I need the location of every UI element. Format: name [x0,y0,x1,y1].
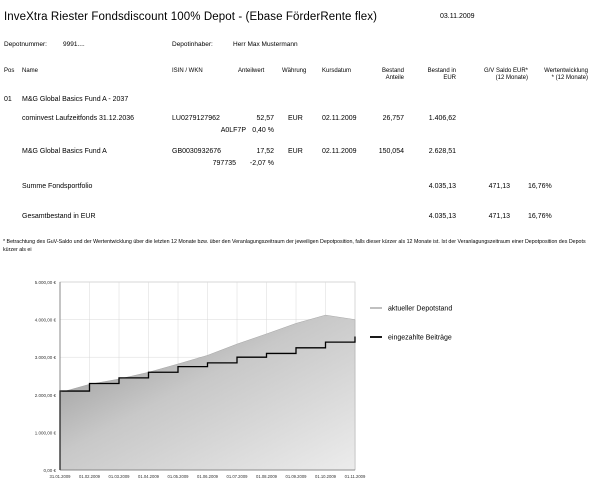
y-tick-label: 3.000,00 € [35,355,57,360]
fund-currency: EUR [288,115,303,122]
col-header-name: Name [22,68,39,74]
depot-number-label: Depotnummer: [4,41,47,48]
sum-value: 4.035,13 [428,183,456,190]
fund-currency: EUR [288,148,303,155]
col-header-value: Bestand in EUR [427,68,456,81]
fund-name: cominvest Laufzeitfonds 31.12.2036 [22,115,135,122]
x-tick-label: 01.09.2009 [286,474,308,479]
total-label: Gesamtbestand in EUR [22,213,96,220]
y-tick-label: 0,00 € [43,468,56,473]
document-title: InveXtra Riester Fondsdiscount 100% Depo… [4,11,378,23]
position-name: M&G Global Basics Fund A - 2037 [22,96,129,103]
sum-label: Summe Fondsportfolio [22,183,93,190]
chart-svg: 0,00 € 1.000,00 € 2.000,00 € 3.000,00 € 4.00… [35,280,453,479]
document-date: 03.11.2009 [440,13,475,20]
x-tick-label: 01.07.2009 [227,474,249,479]
y-tick-label: 5.000,00 € [35,280,57,285]
sum-performance: 16,76% [528,183,552,190]
fund-value: 1.406,62 [428,115,456,122]
y-tick-label: 2.000,00 € [35,393,57,398]
fund-wkn: A0LF7P [220,127,246,134]
col-header-performance: Wertentwicklung * (12 Monate) [544,68,588,81]
y-tick-label: 1.000,00 € [35,430,57,435]
fund-price: 52,57 [256,115,274,122]
chart-axes: 0,00 € 1.000,00 € 2.000,00 € 3.000,00 € 4.00… [35,280,366,479]
col-header-price-date: Kursdatum [322,68,352,74]
x-tick-label: 01.06.2009 [197,474,219,479]
depot-number: 9991.... [63,41,85,48]
fund-date: 02.11.2009 [322,115,357,122]
total-performance: 16,76% [528,213,552,220]
total-value: 4.035,13 [428,213,456,220]
fund-ratio: 0,40 % [252,127,274,134]
col-header-pos: Pos [4,68,15,74]
legend-label: aktueller Depotstand [388,306,452,313]
fund-date: 02.11.2009 [322,148,357,155]
footnote: * Betrachtung des GuV-Saldo und der Wert… [3,239,586,253]
fund-ratio: -2,07 % [249,160,274,167]
legend-label: eingezahlte Beiträge [388,335,452,342]
x-tick-label: 01.05.2009 [168,474,190,479]
x-tick-label: 01.03.2009 [109,474,131,479]
fund-wkn: 797735 [212,160,236,167]
x-tick-label: 01.04.2009 [138,474,160,479]
col-header-units: Bestand Anteile [381,68,404,81]
x-tick-label: 01.02.2009 [79,474,101,479]
x-tick-label: 01.11.2009 [345,474,366,479]
fund-isin: LU0279127962 [172,115,220,122]
total-gv: 471,13 [488,213,510,220]
col-header-isin: ISIN / WKN [172,68,203,74]
chart-line-layer [59,336,356,470]
fund-units: 150,054 [378,148,404,155]
x-tick-label: 01.10.2009 [315,474,337,479]
fund-units: 26,757 [382,115,404,122]
y-tick-label: 4.000,00 € [35,318,57,323]
x-tick-label: 01.08.2009 [256,474,278,479]
chart-legend: aktueller Depotstand eingezahlte Beiträge [370,306,452,342]
position-number: 01 [4,96,12,103]
fund-isin: GB0030932676 [172,148,222,155]
fund-value: 2.628,51 [428,148,456,155]
fund-name: M&G Global Basics Fund A [22,148,107,155]
series-line-beitraege [59,336,356,470]
owner-name: Herr Max Mustermann [233,41,298,48]
col-header-currency: Währung [282,68,307,74]
col-header-gv: G/V Saldo EUR* (12 Monate) [483,68,528,81]
depot-chart: 0,00 € 1.000,00 € 2.000,00 € 3.000,00 € 4.00… [10,270,590,482]
col-header-unit-price: Anteilwert [238,68,265,74]
x-tick-label: 31.01.2009 [50,474,72,479]
owner-label: Depotinhaber: [172,41,213,48]
sum-gv: 471,13 [488,183,510,190]
fund-price: 17,52 [256,148,274,155]
